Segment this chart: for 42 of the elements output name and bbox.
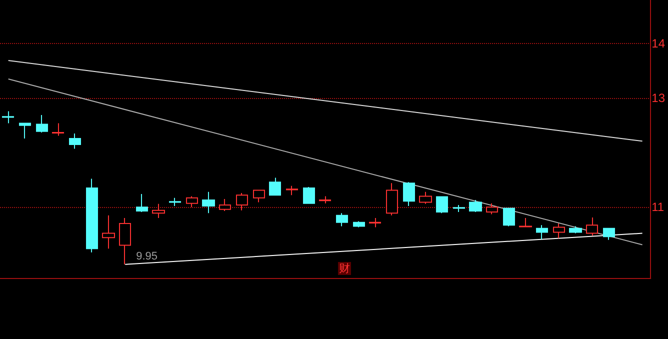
candlestick [286, 185, 298, 196]
candlestick [102, 214, 115, 250]
y-tick-label: 14 [652, 36, 666, 51]
candlestick [303, 186, 315, 204]
candlestick [52, 122, 64, 136]
y-tick-label: 11 [652, 200, 664, 214]
candlestick [253, 190, 265, 203]
candlestick [36, 114, 48, 133]
candlestick [152, 203, 165, 219]
candlestick [119, 218, 131, 265]
annotation: 财 [339, 262, 350, 275]
annotation: 9.95 [136, 250, 158, 262]
candlestick [419, 191, 432, 204]
candlestick [336, 212, 348, 227]
candlestick [269, 177, 281, 196]
candlestick [569, 226, 582, 234]
candlestick [603, 228, 615, 240]
candlestick [436, 196, 448, 214]
y-tick-label: 13 [652, 91, 666, 106]
candlestick [369, 218, 381, 228]
candlestick [19, 122, 31, 139]
candlestick [2, 110, 14, 124]
candlestick [453, 204, 465, 213]
candlestick [186, 196, 198, 208]
candlestick [403, 182, 415, 207]
candlestick [486, 202, 498, 215]
candlestick [553, 222, 565, 239]
candlestick [503, 208, 515, 227]
candlestick [219, 198, 231, 212]
candlestick [536, 224, 548, 240]
candlestick [86, 178, 98, 253]
candlestick [169, 197, 181, 207]
candlestick [319, 196, 331, 204]
candlestick [353, 220, 365, 228]
candlestick [236, 192, 248, 211]
candlestick [69, 133, 81, 150]
candlestick [469, 200, 482, 213]
candlestick [202, 191, 215, 214]
candlestick [519, 218, 532, 228]
candlestick [136, 194, 148, 213]
candlestick [386, 182, 398, 216]
candlestick [586, 216, 598, 236]
